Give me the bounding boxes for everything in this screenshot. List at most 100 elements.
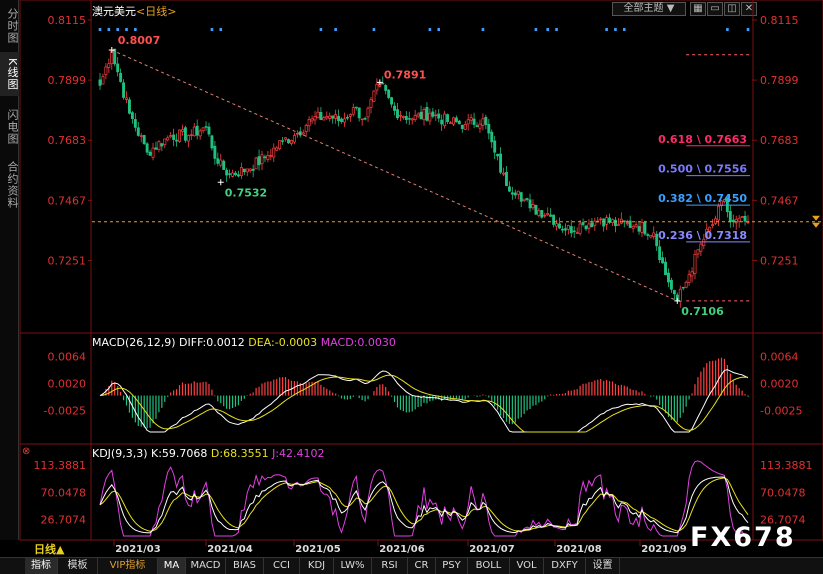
tab-boll[interactable]: BOLL xyxy=(468,558,510,574)
macd-diff: DIFF:0.0012 xyxy=(179,336,245,349)
candle-body xyxy=(284,137,288,140)
candle-body xyxy=(163,138,167,145)
tab-contract-info[interactable]: 合约资料 xyxy=(6,161,19,209)
candle-body xyxy=(655,233,659,247)
toolbar-restore-button[interactable]: ◫ xyxy=(724,2,740,16)
candle-body xyxy=(337,115,341,122)
tab-settings[interactable]: 设置 xyxy=(586,558,620,574)
tab-time-share[interactable]: 分时图 xyxy=(6,8,19,44)
candle-body xyxy=(522,198,526,201)
price-tick-left: 0.7683 xyxy=(48,134,87,147)
candle-body xyxy=(257,156,261,166)
candle-body xyxy=(101,76,105,85)
tab-dxfy[interactable]: DXFY xyxy=(544,558,586,574)
macd-histogram xyxy=(102,357,749,429)
candle-body xyxy=(434,114,438,117)
tab-cr[interactable]: CR xyxy=(408,558,436,574)
event-dot-icon xyxy=(622,28,626,31)
tab-ma[interactable]: MA xyxy=(158,558,186,574)
candle-body xyxy=(575,232,579,234)
candle-body xyxy=(139,135,143,137)
tab-vol[interactable]: VOL xyxy=(510,558,544,574)
tab-kline[interactable]: K线图 xyxy=(0,52,19,96)
candle-body xyxy=(619,218,623,224)
candle-body xyxy=(578,223,582,234)
event-dot-icon xyxy=(125,28,128,31)
candle-body xyxy=(281,140,285,142)
candle-body xyxy=(181,129,184,132)
candle-body xyxy=(207,126,211,135)
candle-body xyxy=(236,174,240,177)
candle-body xyxy=(401,116,405,118)
candle-body xyxy=(572,230,576,233)
candle-body xyxy=(396,109,399,119)
tab-kdj[interactable]: KDJ xyxy=(300,558,334,574)
candle-body xyxy=(331,115,335,119)
macd-diff-line xyxy=(99,369,749,433)
candle-body xyxy=(366,107,370,118)
macd-tick-left: 0.0064 xyxy=(48,351,87,364)
toolbar-settings-button[interactable]: ▦ xyxy=(690,2,706,16)
candle-body xyxy=(608,217,612,223)
candle-body xyxy=(178,129,181,142)
candle-body xyxy=(136,127,140,136)
period-button[interactable]: 日线▲ xyxy=(34,541,64,557)
grid-icon: ▦ xyxy=(693,3,703,14)
restore-icon: ◫ xyxy=(727,3,737,14)
candle-body xyxy=(222,160,226,170)
tab-macd[interactable]: MACD xyxy=(186,558,226,574)
candle-body xyxy=(351,107,355,115)
candle-body xyxy=(702,238,706,247)
candle-body xyxy=(690,271,694,277)
candle-body xyxy=(584,225,588,230)
fib-level-label: 0.236 \ 0.7318 xyxy=(658,229,747,242)
annotation-low-2: 0.7106 xyxy=(681,305,724,318)
chart-svg[interactable]: 0.8115 0.8115 0.7899 0.7899 0.7683 0.7683 0.74… xyxy=(0,0,823,557)
candle-body xyxy=(390,97,394,105)
toolbar-minimize-button[interactable]: ▭ xyxy=(707,2,723,16)
candle-body xyxy=(116,63,120,73)
tab-rsi[interactable]: RSI xyxy=(372,558,408,574)
time-axis-label: 2021/03 xyxy=(115,544,160,555)
candle-body xyxy=(531,204,535,209)
candle-body xyxy=(454,117,458,123)
tab-flash[interactable]: 闪电图 xyxy=(6,109,19,145)
annotation-high-2: 0.7891 xyxy=(384,68,426,81)
kdj-tick-left: 26.7074 xyxy=(41,513,87,526)
event-dot-icon xyxy=(116,28,119,31)
candle-body xyxy=(466,119,470,125)
tab-lw[interactable]: LW% xyxy=(334,558,372,574)
candle-body xyxy=(605,217,609,225)
candle-body xyxy=(678,288,682,302)
tab-template[interactable]: 模板 xyxy=(58,558,98,574)
macd-legend: MACD(26,12,9) DIFF:0.0012 DEA:-0.0003 MA… xyxy=(92,336,396,349)
candle-body xyxy=(534,205,538,215)
tab-psy[interactable]: PSY xyxy=(436,558,468,574)
indicator-tab-bar: 指标 模板 VIP指标 MA MACD BIAS CCI KDJ LW% RSI… xyxy=(0,557,823,574)
candle-body xyxy=(643,222,647,235)
candle-body xyxy=(413,115,417,121)
price-tick-right: 0.8115 xyxy=(760,14,799,27)
candle-body xyxy=(148,151,152,156)
tab-indicator[interactable]: 指标 xyxy=(25,558,58,574)
candle-body xyxy=(381,82,385,85)
candle-body xyxy=(449,122,452,124)
event-dot-icon xyxy=(555,28,558,31)
candle-body xyxy=(484,116,488,125)
theme-select[interactable]: 全部主题 ▼ xyxy=(612,2,686,16)
kdj-close-icon[interactable]: ⊗ xyxy=(22,446,31,457)
tab-bias[interactable]: BIAS xyxy=(226,558,264,574)
macd-dea: DEA:-0.0003 xyxy=(248,336,318,349)
candle-body xyxy=(213,145,217,159)
candle-body xyxy=(699,243,703,252)
tab-cci[interactable]: CCI xyxy=(264,558,300,574)
candle-body xyxy=(628,220,632,228)
candle-body xyxy=(239,167,243,177)
candle-body xyxy=(128,99,131,114)
macd-tick-right: 0.0064 xyxy=(760,351,799,364)
candle-body xyxy=(469,117,473,121)
candle-body xyxy=(348,114,352,117)
tab-vip-indicator[interactable]: VIP指标 xyxy=(98,558,158,574)
minimize-icon: ▭ xyxy=(710,3,720,14)
candle-body xyxy=(130,112,134,119)
